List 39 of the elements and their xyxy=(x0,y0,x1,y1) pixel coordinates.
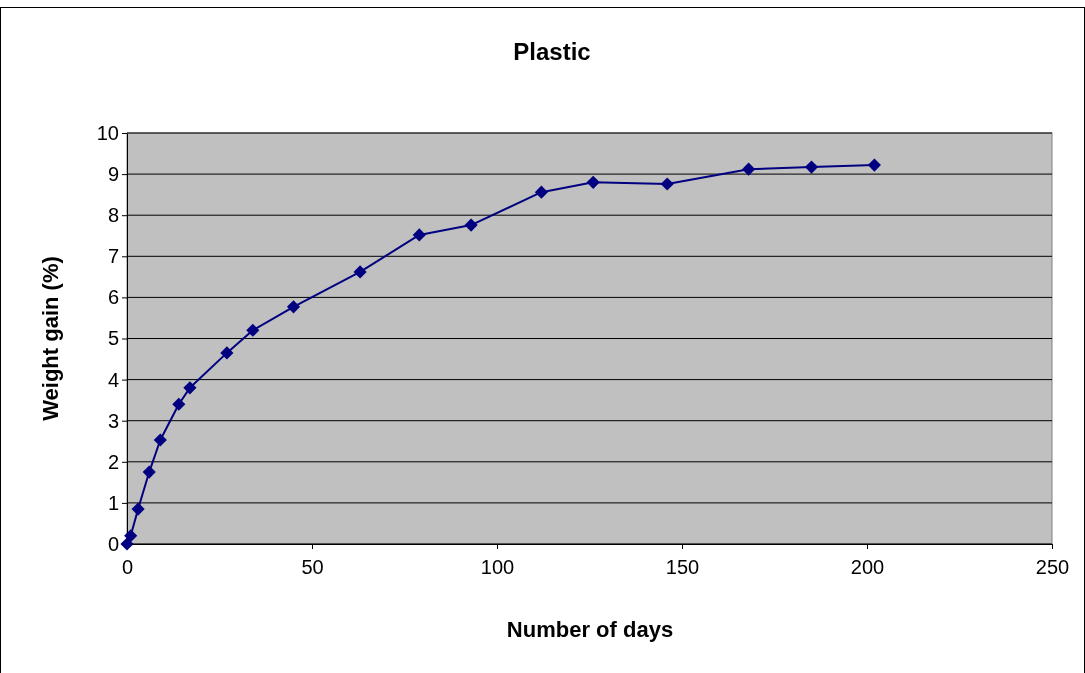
y-tick-label: 7 xyxy=(107,245,119,268)
y-tick-label: 8 xyxy=(107,204,119,227)
point xyxy=(124,529,138,543)
point xyxy=(131,502,145,516)
x-tick-label: 150 xyxy=(665,556,700,578)
point xyxy=(412,228,426,242)
chart-title: Plastic xyxy=(513,38,591,65)
point xyxy=(742,162,756,176)
point xyxy=(534,185,548,199)
y-tick-label: 9 xyxy=(107,163,119,185)
point xyxy=(246,323,260,337)
y-tick-label: 5 xyxy=(107,327,119,350)
point xyxy=(464,218,478,232)
point xyxy=(153,433,167,447)
y-tick-label: 10 xyxy=(96,121,119,144)
point xyxy=(172,397,186,411)
y-tick-label: 1 xyxy=(107,491,119,514)
x-tick-label: 200 xyxy=(850,556,885,578)
point xyxy=(120,537,134,551)
point xyxy=(867,158,881,172)
point xyxy=(353,265,367,279)
y-tick-label: 6 xyxy=(107,286,119,309)
x-tick-label: 100 xyxy=(480,556,515,578)
point xyxy=(183,381,197,395)
point xyxy=(286,300,301,314)
point xyxy=(804,160,819,174)
point xyxy=(660,177,674,191)
point xyxy=(586,175,600,189)
x-tick-label: 0 xyxy=(121,556,134,578)
y-tick-label: 3 xyxy=(107,409,119,432)
y-tick-label: 0 xyxy=(107,532,119,555)
point xyxy=(142,465,156,479)
x-axis-title: Number of days xyxy=(506,617,674,642)
x-tick-label: 250 xyxy=(1035,556,1070,578)
y-tick-label: 2 xyxy=(107,450,119,473)
point xyxy=(220,346,234,360)
y-tick-label: 4 xyxy=(107,368,119,391)
x-tick-label: 50 xyxy=(301,556,324,578)
y-axis-title: Weight gain (%) xyxy=(38,256,63,421)
